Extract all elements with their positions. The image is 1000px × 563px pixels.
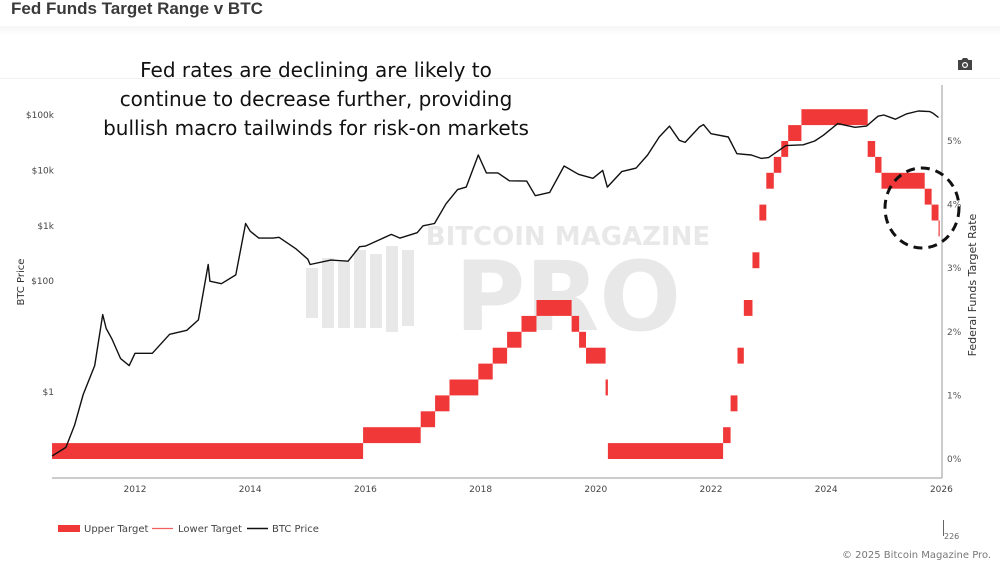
fed-range-step <box>478 363 493 380</box>
y-right-tick-label: 4% <box>947 201 962 211</box>
fed-range-step <box>605 379 608 396</box>
y-left-label: BTC Price <box>16 259 27 306</box>
fed-target-series <box>52 109 940 459</box>
legend-label-upper[interactable]: Upper Target <box>84 524 148 535</box>
annotation-line: Fed rates are declining are likely to <box>140 58 492 82</box>
btc-price-line <box>51 110 939 457</box>
watermark: BITCOIN MAGAZINE PRO <box>306 222 710 353</box>
annotation-line: bullish macro tailwinds for risk-on mark… <box>103 116 529 140</box>
legend: Upper Target Lower Target BTC Price <box>58 524 319 535</box>
fed-range-step <box>420 411 436 428</box>
fed-range-step <box>881 172 925 189</box>
cropped-axis-fragment <box>943 520 944 536</box>
y-right-tick-label: 5% <box>947 137 962 147</box>
fed-range-step <box>607 443 724 459</box>
fed-range-step <box>492 347 508 364</box>
y-left-tick-label: $10k <box>32 166 55 176</box>
annotation-text: Fed rates are declining are likely to co… <box>60 56 572 143</box>
btc-price-series <box>51 110 939 457</box>
fed-range-step <box>730 395 738 412</box>
y-right-label: Federal Funds Target Rate <box>966 213 979 356</box>
cropped-tick-fragment: 226 <box>944 532 960 541</box>
fed-range-step <box>435 395 450 412</box>
legend-swatch-upper <box>58 525 80 532</box>
x-tick-label: 2014 <box>239 485 262 495</box>
fed-range-step <box>924 188 932 205</box>
x-tick-label: 2022 <box>700 485 723 495</box>
x-tick-label: 2026 <box>930 485 953 495</box>
fed-range-step <box>759 204 767 221</box>
camera-icon[interactable] <box>957 56 973 75</box>
fed-range-step <box>586 347 606 364</box>
fed-range-step <box>737 347 744 364</box>
fed-range-step <box>52 443 364 459</box>
x-tick-label: 2016 <box>354 485 377 495</box>
y-left-tick-label: $1 <box>43 388 54 398</box>
fed-range-step <box>766 172 774 189</box>
watermark-line1: BITCOIN MAGAZINE <box>426 222 710 252</box>
fed-range-step <box>938 220 940 237</box>
legend-label-btc[interactable]: BTC Price <box>272 524 319 535</box>
fed-range-step <box>521 315 537 332</box>
watermark-line2: PRO <box>455 241 681 353</box>
highlight-circle <box>883 166 961 250</box>
y-right-tick-label: 3% <box>947 264 962 274</box>
fed-range-step <box>449 379 479 396</box>
y-right-tick-label: 0% <box>947 455 962 465</box>
fed-range-step <box>579 331 587 348</box>
toolbar-divider <box>0 78 1000 79</box>
y-left-tick-label: $100 <box>31 277 54 287</box>
page-title: Fed Funds Target Range v BTC <box>11 0 263 18</box>
fed-range-step <box>743 300 753 316</box>
x-tick-label: 2020 <box>584 485 607 495</box>
fed-range-step <box>536 300 572 316</box>
y-left-tick-label: $1k <box>37 222 54 232</box>
y-left-tick-label: $100k <box>26 111 55 121</box>
x-tick-label: 2012 <box>124 485 147 495</box>
fed-range-step <box>781 141 789 157</box>
y-right-tick-label: 2% <box>947 328 962 338</box>
fed-range-step <box>801 109 868 126</box>
axes: 2012 2014 2016 2018 2020 2022 2024 2026 $1 $100 $1… <box>26 85 962 495</box>
fed-range-step <box>931 204 939 221</box>
legend-label-lower[interactable]: Lower Target <box>178 524 242 535</box>
fed-range-step <box>723 427 731 444</box>
fed-range-step <box>507 331 522 348</box>
y-right-tick-label: 1% <box>947 391 962 401</box>
fed-range-step <box>773 156 782 173</box>
header-divider <box>0 26 1000 36</box>
fed-range-step <box>571 315 580 332</box>
x-tick-label: 2018 <box>469 485 492 495</box>
fed-range-step <box>867 141 876 157</box>
copyright: © 2025 Bitcoin Magazine Pro. <box>842 550 992 561</box>
fed-range-step <box>875 156 882 173</box>
fed-range-step <box>752 252 760 269</box>
x-tick-label: 2024 <box>815 485 838 495</box>
fed-range-step <box>788 125 802 141</box>
annotation-line: continue to decrease further, providing <box>119 87 513 111</box>
watermark-logo-icon <box>306 246 414 332</box>
fed-range-step <box>363 427 421 444</box>
